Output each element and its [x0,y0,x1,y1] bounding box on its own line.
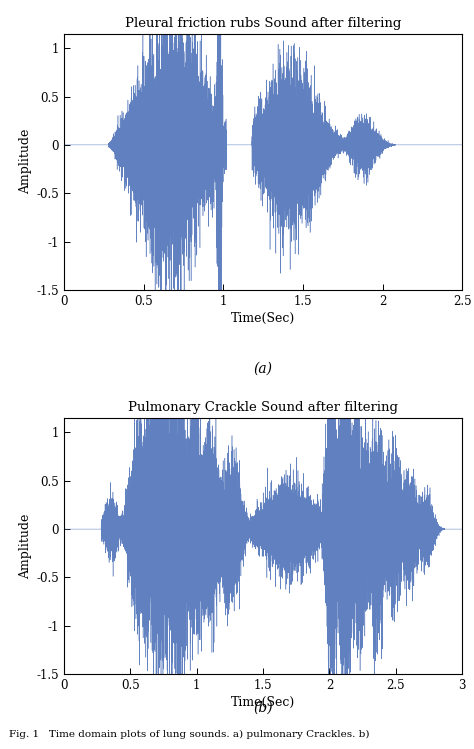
Text: (a): (a) [254,362,273,375]
Title: Pleural friction rubs Sound after filtering: Pleural friction rubs Sound after filter… [125,16,401,30]
Text: (b): (b) [253,701,273,715]
Y-axis label: Amplitude: Amplitude [19,513,32,579]
Title: Pulmonary Crackle Sound after filtering: Pulmonary Crackle Sound after filtering [128,401,398,414]
Y-axis label: Amplitude: Amplitude [19,129,32,195]
Text: Fig. 1   Time domain plots of lung sounds. a) pulmonary Crackles. b): Fig. 1 Time domain plots of lung sounds.… [9,730,370,739]
X-axis label: Time(Sec): Time(Sec) [231,696,295,709]
X-axis label: Time(Sec): Time(Sec) [231,312,295,325]
